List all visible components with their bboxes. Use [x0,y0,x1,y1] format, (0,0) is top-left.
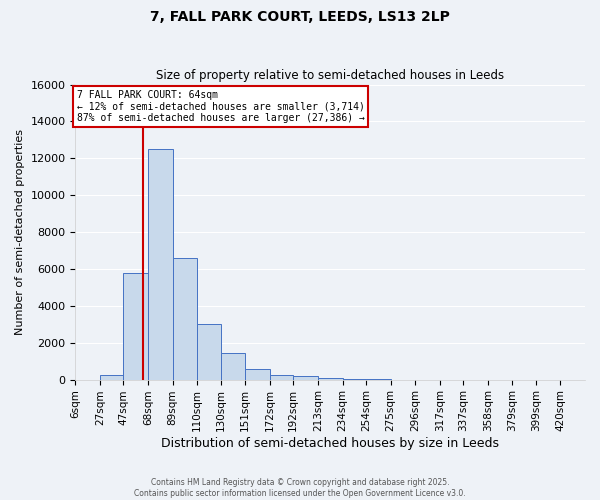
Bar [343,378,366,380]
Text: 7 FALL PARK COURT: 64sqm
← 12% of semi-detached houses are smaller (3,714)
87% o: 7 FALL PARK COURT: 64sqm ← 12% of semi-d… [77,90,364,124]
Bar [245,368,270,380]
Text: Contains HM Land Registry data © Crown copyright and database right 2025.
Contai: Contains HM Land Registry data © Crown c… [134,478,466,498]
Bar [270,375,293,380]
Bar [318,378,343,380]
Text: 7, FALL PARK COURT, LEEDS, LS13 2LP: 7, FALL PARK COURT, LEEDS, LS13 2LP [150,10,450,24]
Y-axis label: Number of semi-detached properties: Number of semi-detached properties [15,129,25,335]
Bar [148,149,173,380]
Bar [197,324,221,380]
Title: Size of property relative to semi-detached houses in Leeds: Size of property relative to semi-detach… [156,69,504,82]
Bar [366,378,391,380]
X-axis label: Distribution of semi-detached houses by size in Leeds: Distribution of semi-detached houses by … [161,437,499,450]
Bar [100,375,124,380]
Bar [293,376,318,380]
Bar [124,272,148,380]
Bar [173,258,197,380]
Bar [221,353,245,380]
